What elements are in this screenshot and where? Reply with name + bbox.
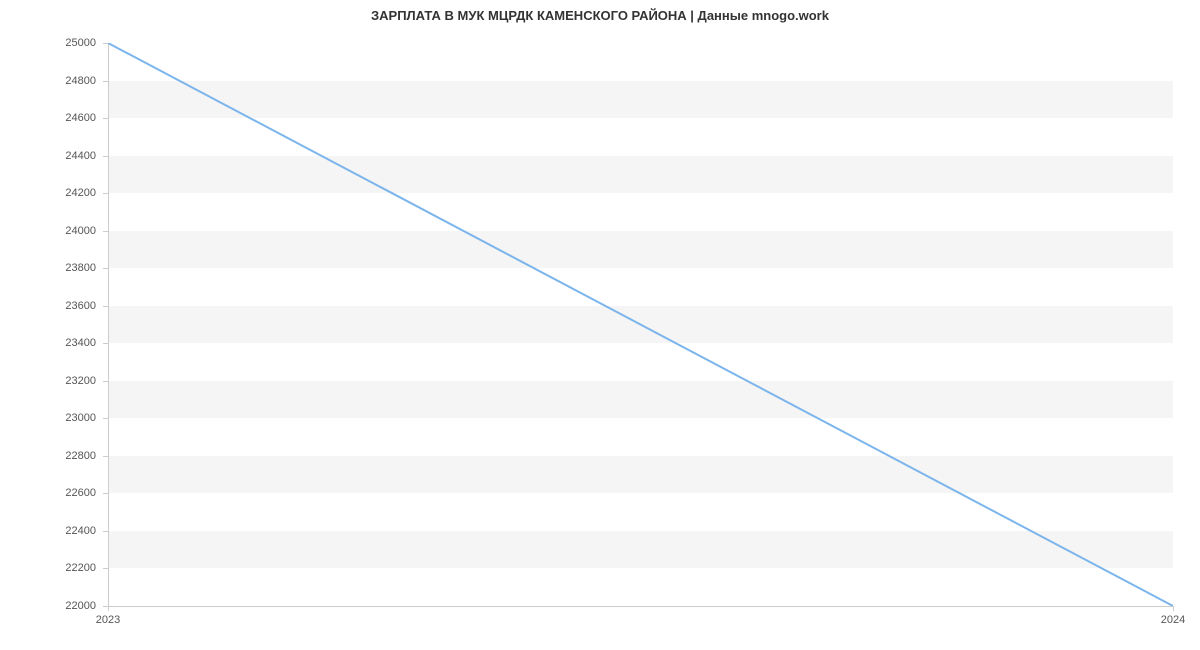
y-tick	[103, 156, 108, 157]
y-tick	[103, 231, 108, 232]
y-tick	[103, 268, 108, 269]
y-tick-label: 23800	[0, 262, 96, 274]
x-tick	[1173, 606, 1174, 611]
y-tick	[103, 456, 108, 457]
y-tick-label: 23000	[0, 412, 96, 424]
y-tick-label: 24200	[0, 187, 96, 199]
chart-title: ЗАРПЛАТА В МУК МЦРДК КАМЕНСКОГО РАЙОНА |…	[0, 8, 1200, 23]
y-tick-label: 24400	[0, 150, 96, 162]
salary-line-chart: ЗАРПЛАТА В МУК МЦРДК КАМЕНСКОГО РАЙОНА |…	[0, 0, 1200, 650]
series-line-salary	[108, 43, 1173, 606]
y-tick	[103, 118, 108, 119]
y-tick-label: 24600	[0, 112, 96, 124]
y-tick	[103, 343, 108, 344]
y-tick-label: 23400	[0, 337, 96, 349]
y-tick	[103, 381, 108, 382]
y-tick-label: 22400	[0, 525, 96, 537]
y-tick	[103, 193, 108, 194]
y-tick-label: 25000	[0, 37, 96, 49]
y-tick-label: 22200	[0, 562, 96, 574]
y-tick	[103, 81, 108, 82]
y-tick-label: 23600	[0, 300, 96, 312]
plot-area	[108, 43, 1173, 606]
y-tick	[103, 531, 108, 532]
y-tick	[103, 306, 108, 307]
y-tick	[103, 493, 108, 494]
x-axis-line	[108, 606, 1173, 607]
x-tick	[108, 606, 109, 611]
y-tick-label: 24000	[0, 225, 96, 237]
y-tick-label: 24800	[0, 75, 96, 87]
x-tick-label: 2024	[1161, 614, 1185, 626]
y-tick-label: 22600	[0, 487, 96, 499]
y-tick-label: 22000	[0, 600, 96, 612]
y-tick	[103, 43, 108, 44]
y-tick	[103, 568, 108, 569]
series-layer	[108, 43, 1173, 606]
x-tick-label: 2023	[96, 614, 120, 626]
y-tick-label: 22800	[0, 450, 96, 462]
y-tick	[103, 418, 108, 419]
y-tick-label: 23200	[0, 375, 96, 387]
